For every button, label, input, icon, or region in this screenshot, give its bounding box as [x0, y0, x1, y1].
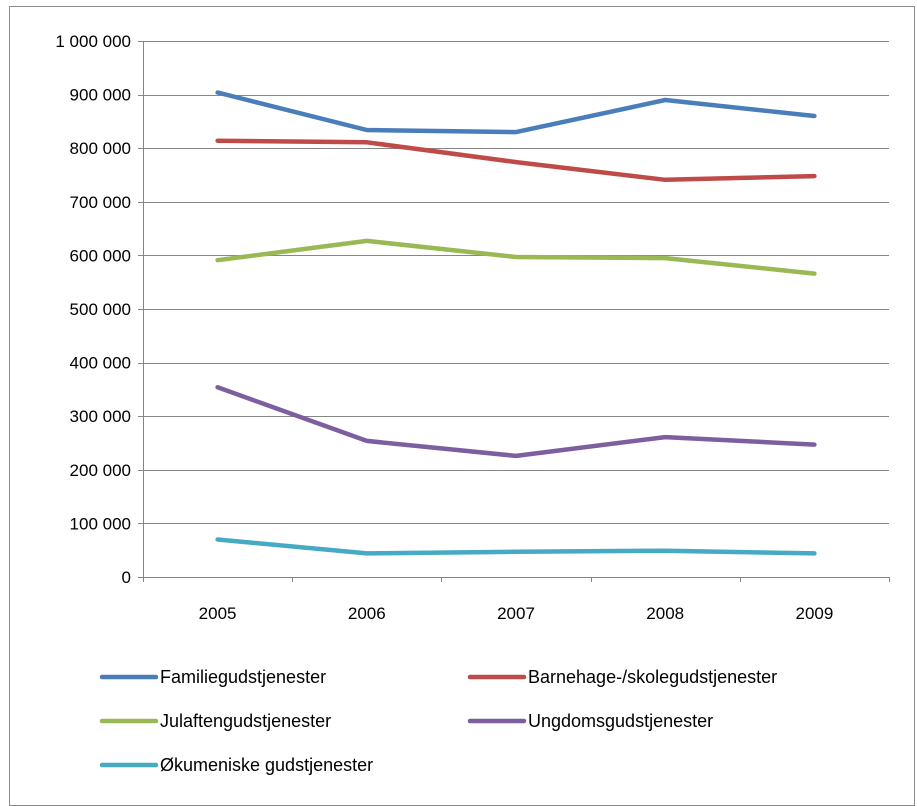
- y-tick-label: 100 000: [70, 514, 131, 533]
- legend-label: Ungdomsgudstjenester: [528, 711, 713, 731]
- legend: Familiegudstjenester Barnehage-/skoleguds…: [99, 667, 777, 775]
- legend-label: Familiegudstjenester: [160, 667, 326, 687]
- series-line-2: [215, 138, 817, 183]
- x-tick-label: 2009: [795, 604, 833, 623]
- y-tick-label: 600 000: [70, 246, 131, 265]
- y-tick-label: 300 000: [70, 407, 131, 426]
- line-chart: 0 100 000 200 000 300 000 400 000 500 000 600 …: [55, 32, 890, 775]
- legend-label: Julaftengudstjenester: [160, 711, 331, 731]
- chart-frame: 0 100 000 200 000 300 000 400 000 500 000 600 …: [9, 6, 915, 806]
- y-tick-label: 400 000: [70, 354, 131, 373]
- legend-label: Økumeniske gudstjenester: [160, 755, 373, 775]
- y-tick-label: 0: [122, 568, 131, 587]
- y-tick-label: 800 000: [70, 139, 131, 158]
- x-tick-label: 2005: [199, 604, 237, 623]
- axes: [138, 41, 890, 582]
- series-line-5: [215, 537, 817, 556]
- series-line-1: [215, 90, 817, 135]
- y-tick-label: 700 000: [70, 193, 131, 212]
- series-line-3: [215, 238, 817, 276]
- x-tick-label: 2006: [348, 604, 386, 623]
- legend-label: Barnehage-/skolegudstjenester: [528, 667, 777, 687]
- series-line-4: [215, 385, 817, 459]
- x-axis-tick-labels: 2005 2006 2007 2008 2009: [199, 604, 834, 623]
- series-lines: [215, 90, 817, 556]
- y-tick-label: 900 000: [70, 86, 131, 105]
- y-tick-label: 1 000 000: [55, 32, 131, 51]
- y-tick-label: 500 000: [70, 300, 131, 319]
- y-tick-label: 200 000: [70, 461, 131, 480]
- y-axis-tick-labels: 0 100 000 200 000 300 000 400 000 500 000 600 …: [55, 32, 131, 587]
- x-tick-label: 2008: [646, 604, 684, 623]
- x-tick-label: 2007: [497, 604, 535, 623]
